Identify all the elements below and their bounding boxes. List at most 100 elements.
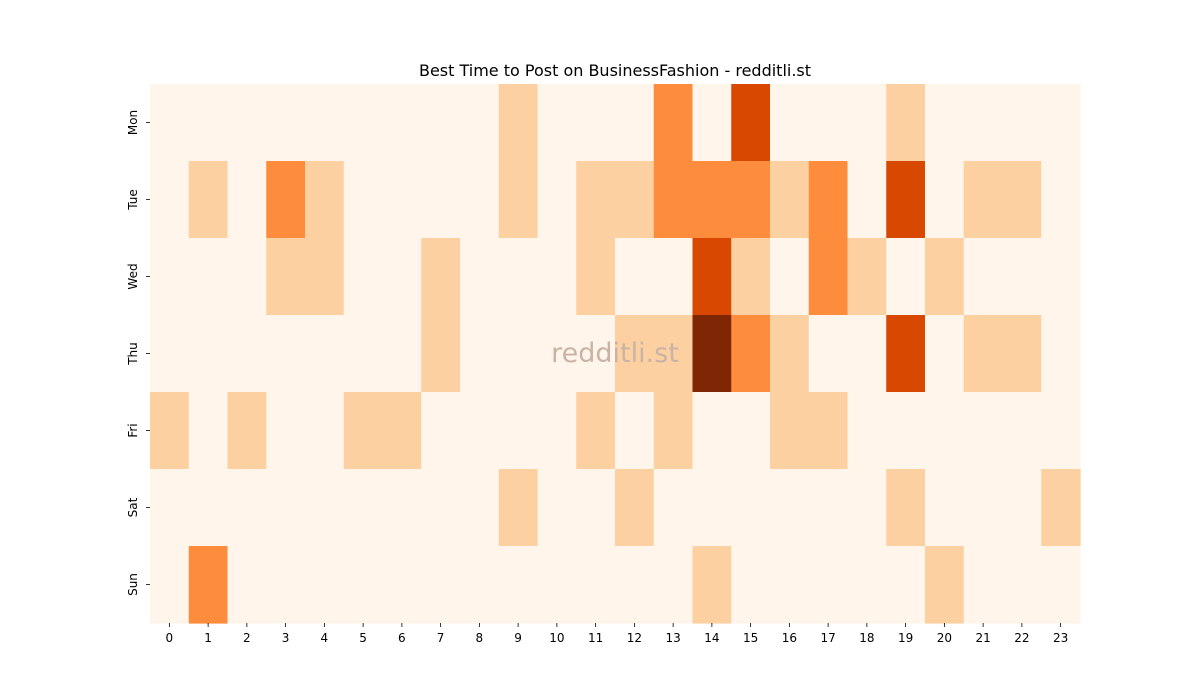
x-tick-label: 22 [1014, 631, 1029, 645]
heatmap-cell-thu-16 [770, 315, 810, 393]
y-tick-label: Sun [126, 573, 140, 596]
heatmap-cell-tue-8 [460, 161, 500, 239]
heatmap-cell-sat-7 [421, 469, 461, 547]
heatmap-cell-wed-6 [382, 238, 422, 316]
heatmap-cell-sun-5 [343, 546, 384, 624]
heatmap-cell-thu-6 [382, 315, 422, 393]
heatmap-cell-tue-7 [421, 161, 461, 239]
heatmap-cell-mon-21 [963, 84, 1004, 162]
x-tick-label: 15 [743, 631, 758, 645]
heatmap-cell-sun-6 [382, 546, 422, 624]
heatmap-cell-sat-23 [1041, 469, 1081, 547]
heatmap-cell-thu-20 [925, 315, 965, 393]
y-tick-label: Fri [126, 423, 140, 437]
heatmap-cell-sat-20 [925, 469, 965, 547]
heatmap-cell-sat-21 [963, 469, 1004, 547]
x-tick-label: 3 [282, 631, 290, 645]
heatmap-cell-sun-11 [576, 546, 616, 624]
heatmap-cell-thu-23 [1041, 315, 1081, 393]
x-tick-label: 5 [359, 631, 367, 645]
heatmap-cell-sat-14 [692, 469, 732, 547]
y-tick-label: Wed [126, 263, 140, 289]
heatmap-cell-mon-9 [498, 84, 539, 162]
heatmap-cell-sat-9 [498, 469, 539, 547]
heatmap-cell-fri-19 [886, 392, 926, 470]
heatmap-cell-thu-13 [653, 315, 694, 393]
heatmap-cell-fri-21 [963, 392, 1004, 470]
heatmap-cell-sat-18 [847, 469, 887, 547]
x-tick-label: 16 [782, 631, 797, 645]
heatmap-cell-sun-22 [1002, 546, 1042, 624]
heatmap-cell-thu-10 [537, 315, 577, 393]
heatmap-cell-tue-5 [343, 161, 384, 239]
heatmap-cell-tue-21 [963, 161, 1004, 239]
heatmap-cell-thu-21 [963, 315, 1004, 393]
heatmap-cell-mon-3 [266, 84, 306, 162]
y-axis-ticks: Mon Tue Wed Thu Fri Sat Sun [126, 110, 150, 596]
heatmap-cell-wed-18 [847, 238, 887, 316]
heatmap-cell-sun-14 [692, 546, 732, 624]
heatmap-cell-mon-8 [460, 84, 500, 162]
heatmap-cell-sun-0 [150, 546, 190, 624]
heatmap-cell-mon-1 [188, 84, 229, 162]
heatmap-cell-thu-11 [576, 315, 616, 393]
heatmap-cell-thu-19 [886, 315, 926, 393]
heatmap-cell-sat-5 [343, 469, 384, 547]
heatmap-cell-sat-12 [615, 469, 655, 547]
heatmap-cell-sat-8 [460, 469, 500, 547]
x-tick-label: 0 [166, 631, 174, 645]
heatmap-cell-sun-7 [421, 546, 461, 624]
heatmap-cell-sun-23 [1041, 546, 1081, 624]
heatmap-cell-sun-10 [537, 546, 577, 624]
heatmap-cell-fri-9 [498, 392, 539, 470]
heatmap-cell-mon-10 [537, 84, 577, 162]
heatmap-cell-tue-4 [305, 161, 345, 239]
heatmap-cell-sat-19 [886, 469, 926, 547]
watermark: redditli.st [551, 338, 679, 369]
heatmap-cell-wed-10 [537, 238, 577, 316]
heatmap-cell-mon-7 [421, 84, 461, 162]
heatmap-cell-tue-12 [615, 161, 655, 239]
heatmap-cell-wed-13 [653, 238, 694, 316]
heatmap-cell-fri-5 [343, 392, 384, 470]
heatmap-cell-sat-17 [808, 469, 849, 547]
heatmap-cell-sat-2 [227, 469, 267, 547]
heatmap-cells [150, 84, 1081, 624]
heatmap-cell-wed-21 [963, 238, 1004, 316]
heatmap-cell-thu-4 [305, 315, 345, 393]
heatmap-cell-fri-15 [731, 392, 771, 470]
heatmap-cell-sun-1 [188, 546, 229, 624]
heatmap-cell-sat-3 [266, 469, 306, 547]
heatmap-cell-tue-10 [537, 161, 577, 239]
heatmap-cell-fri-22 [1002, 392, 1042, 470]
heatmap-cell-mon-16 [770, 84, 810, 162]
heatmap-cell-sat-22 [1002, 469, 1042, 547]
heatmap-cell-mon-5 [343, 84, 384, 162]
heatmap-cell-mon-11 [576, 84, 616, 162]
heatmap-cell-sun-2 [227, 546, 267, 624]
heatmap-cell-mon-22 [1002, 84, 1042, 162]
heatmap-cell-mon-18 [847, 84, 887, 162]
x-tick-label: 2 [243, 631, 251, 645]
heatmap-cell-wed-20 [925, 238, 965, 316]
heatmap-cell-tue-18 [847, 161, 887, 239]
heatmap-cell-wed-11 [576, 238, 616, 316]
heatmap-cell-fri-4 [305, 392, 345, 470]
heatmap-cell-fri-10 [537, 392, 577, 470]
heatmap-cell-tue-17 [808, 161, 849, 239]
heatmap-cell-sun-4 [305, 546, 345, 624]
heatmap-cell-fri-8 [460, 392, 500, 470]
heatmap-cell-fri-14 [692, 392, 732, 470]
heatmap-cell-mon-23 [1041, 84, 1081, 162]
heatmap-cell-mon-4 [305, 84, 345, 162]
heatmap-cell-sat-4 [305, 469, 345, 547]
heatmap-cell-wed-8 [460, 238, 500, 316]
heatmap-cell-mon-17 [808, 84, 849, 162]
heatmap-cell-fri-6 [382, 392, 422, 470]
heatmap-cell-tue-20 [925, 161, 965, 239]
heatmap-cell-fri-12 [615, 392, 655, 470]
heatmap-cell-thu-18 [847, 315, 887, 393]
heatmap-cell-thu-14 [692, 315, 732, 393]
